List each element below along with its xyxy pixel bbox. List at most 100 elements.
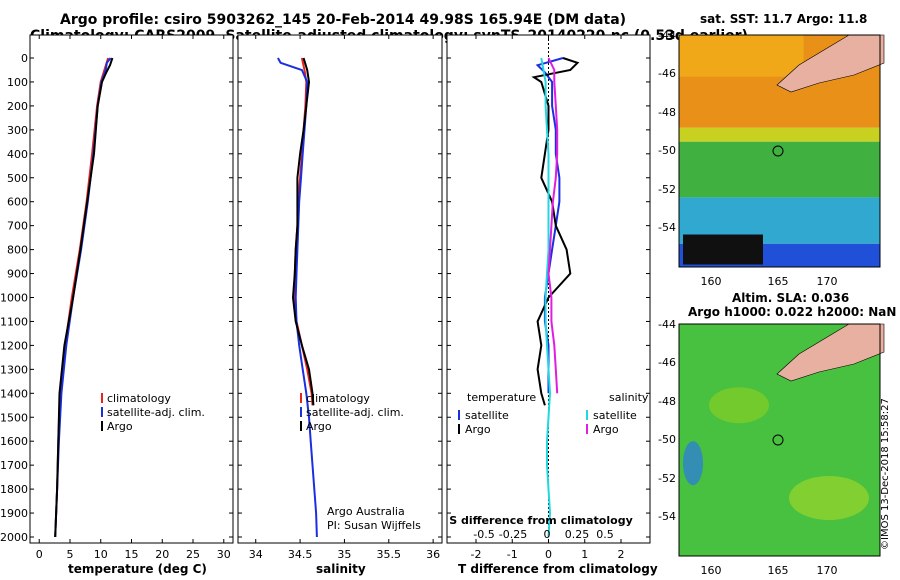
sst-lon-tick-label: 160 bbox=[701, 275, 722, 288]
new-zealand-land bbox=[776, 323, 885, 382]
depth-tick-label: 2000 bbox=[0, 531, 28, 544]
series-temperature-argo bbox=[531, 57, 580, 406]
depth-tick-label: 200 bbox=[7, 100, 28, 113]
sst-lat-tick-label: -52 bbox=[658, 183, 676, 196]
sla-lon-tick-label: 165 bbox=[768, 564, 789, 577]
secondary-tick-label: -0.5 bbox=[473, 528, 494, 541]
legend-title-temperature: temperature bbox=[467, 391, 536, 404]
sst-band bbox=[679, 127, 880, 142]
depth-tick-label: 1200 bbox=[0, 339, 28, 352]
sla-high-patch bbox=[789, 476, 869, 520]
depth-tick-label: 900 bbox=[7, 268, 28, 281]
depth-tick-label: 1400 bbox=[0, 387, 28, 400]
depth-tick-label: 1100 bbox=[0, 315, 28, 328]
sst-lat-tick-label: -54 bbox=[658, 221, 676, 234]
legend-label: climatology bbox=[107, 392, 171, 405]
secondary-tick-label: -0.25 bbox=[499, 528, 527, 541]
difference-axis-label: T difference from climatology bbox=[458, 562, 658, 576]
sst-lon-tick-label: 165 bbox=[768, 275, 789, 288]
sla-map-title-line2: Argo h1000: 0.022 h2000: NaN bbox=[688, 305, 897, 319]
x-tick-label: 30 bbox=[217, 548, 231, 561]
secondary-tick-label: 0.25 bbox=[565, 528, 590, 541]
new-zealand-land bbox=[776, 34, 885, 93]
sst-lat-tick-label: -44 bbox=[658, 29, 676, 42]
panel-1-frame bbox=[237, 34, 443, 544]
sst-band bbox=[679, 141, 880, 198]
salinity-axis-label: salinity bbox=[316, 562, 366, 576]
annotation-line: PI: Susan Wijffels bbox=[327, 519, 421, 532]
x-tick-label: -1 bbox=[507, 548, 518, 561]
legend-label: satellite-adj. clim. bbox=[306, 406, 404, 419]
x-tick-label: 20 bbox=[155, 548, 169, 561]
panel-0-frame bbox=[29, 34, 234, 544]
sst-band bbox=[679, 35, 804, 77]
legend-label: climatology bbox=[306, 392, 370, 405]
x-tick-label: 34 bbox=[249, 548, 263, 561]
depth-tick-label: 1900 bbox=[0, 507, 28, 520]
annotation-line: Argo Australia bbox=[327, 505, 405, 518]
x-tick-label: -2 bbox=[471, 548, 482, 561]
sst-lon-tick-label: 170 bbox=[817, 275, 838, 288]
legend-label: Argo bbox=[306, 420, 332, 433]
sla-lon-tick-label: 170 bbox=[817, 564, 838, 577]
sla-lat-tick-label: -50 bbox=[658, 433, 676, 446]
temperature-axis-label: temperature (deg C) bbox=[68, 562, 207, 576]
depth-tick-label: 800 bbox=[7, 244, 28, 257]
sla-low-patch bbox=[683, 441, 703, 486]
series-argo bbox=[54, 57, 114, 538]
depth-tick-label: 500 bbox=[7, 172, 28, 185]
sla-map bbox=[678, 323, 885, 557]
sla-map-title-line1: Altim. SLA: 0.036 bbox=[732, 291, 850, 305]
sla-lat-tick-label: -52 bbox=[658, 472, 676, 485]
x-tick-label: 15 bbox=[125, 548, 139, 561]
series-salinity-satellite bbox=[540, 57, 552, 538]
depth-tick-label: 600 bbox=[7, 196, 28, 209]
series-argo bbox=[291, 57, 315, 406]
sla-lat-tick-label: -48 bbox=[658, 395, 676, 408]
sla-high-patch bbox=[709, 387, 769, 424]
depth-tick-label: 1500 bbox=[0, 411, 28, 424]
depth-tick-label: 100 bbox=[7, 76, 28, 89]
x-tick-label: 0 bbox=[545, 548, 552, 561]
depth-tick-label: 1800 bbox=[0, 483, 28, 496]
x-tick-label: 25 bbox=[186, 548, 200, 561]
sst-lat-tick-label: -50 bbox=[658, 144, 676, 157]
x-tick-label: 35 bbox=[337, 548, 351, 561]
legend-title-salinity: salinity bbox=[609, 391, 649, 404]
depth-tick-label: 0 bbox=[21, 52, 28, 65]
depth-tick-label: 700 bbox=[7, 220, 28, 233]
secondary-axis-label: S difference from climatology bbox=[449, 514, 633, 527]
sla-lat-tick-label: -44 bbox=[658, 318, 676, 331]
x-tick-label: 2 bbox=[618, 548, 625, 561]
legend-label: satellite-adj. clim. bbox=[107, 406, 205, 419]
legend-label: satellite bbox=[593, 409, 637, 422]
chart-title-line1: Argo profile: csiro 5903262_145 20-Feb-2… bbox=[60, 12, 627, 28]
sst-lat-tick-label: -46 bbox=[658, 67, 676, 80]
x-tick-label: 5 bbox=[66, 548, 73, 561]
sla-lon-tick-label: 160 bbox=[701, 564, 722, 577]
depth-tick-label: 1300 bbox=[0, 363, 28, 376]
x-tick-label: 36 bbox=[426, 548, 440, 561]
depth-tick-label: 300 bbox=[7, 124, 28, 137]
legend-label: satellite bbox=[465, 409, 509, 422]
secondary-tick-label: 0 bbox=[544, 528, 551, 541]
argo-float-location bbox=[772, 434, 784, 446]
map-frame bbox=[678, 323, 881, 557]
imos-credit: ©IMOS 13-Dec-2018 15:58:27 bbox=[880, 398, 891, 550]
x-tick-label: 35.5 bbox=[377, 548, 402, 561]
argo-float-location bbox=[772, 145, 784, 157]
map-frame bbox=[678, 34, 881, 268]
x-tick-label: 34.5 bbox=[288, 548, 313, 561]
legend-label: Argo bbox=[593, 423, 619, 436]
depth-tick-label: 400 bbox=[7, 148, 28, 161]
depth-tick-label: 1000 bbox=[0, 292, 28, 305]
depth-tick-label: 1600 bbox=[0, 435, 28, 448]
secondary-tick-label: 0.5 bbox=[596, 528, 614, 541]
series-salinity-argo bbox=[547, 57, 559, 394]
sst-lat-tick-label: -48 bbox=[658, 106, 676, 119]
sla-lat-tick-label: -46 bbox=[658, 356, 676, 369]
legend-label: Argo bbox=[465, 423, 491, 436]
sla-lat-tick-label: -54 bbox=[658, 510, 676, 523]
depth-tick-label: 1700 bbox=[0, 459, 28, 472]
